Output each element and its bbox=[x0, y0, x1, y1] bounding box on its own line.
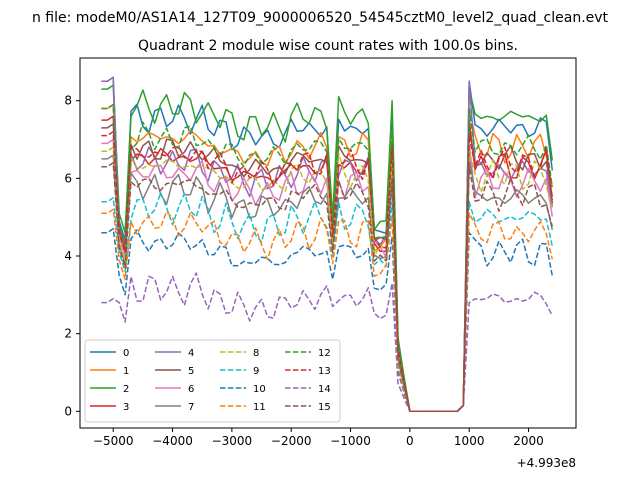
legend-label-3: 3 bbox=[123, 402, 129, 413]
legend-label-4: 4 bbox=[188, 348, 194, 359]
legend-label-10: 10 bbox=[253, 384, 266, 395]
legend-label-13: 13 bbox=[318, 366, 331, 377]
x-tick-label: 2000 bbox=[513, 434, 544, 448]
y-tick-label: 8 bbox=[64, 94, 72, 108]
series-line-2 bbox=[101, 84, 554, 413]
series-line-8 bbox=[101, 146, 554, 413]
plot-frame bbox=[79, 57, 577, 429]
legend-label-9: 9 bbox=[253, 366, 259, 377]
x-tick-label: −4000 bbox=[152, 434, 193, 448]
legend-label-5: 5 bbox=[188, 366, 194, 377]
x-tick-label: −3000 bbox=[212, 434, 253, 448]
x-offset-label: +4.993e8 bbox=[517, 456, 576, 470]
y-tick-label: 2 bbox=[64, 327, 72, 341]
legend-label-6: 6 bbox=[188, 384, 194, 395]
y-axis: 0 2 4 6 8 bbox=[64, 94, 80, 418]
series-line-1 bbox=[101, 103, 554, 413]
x-tick-label: 1000 bbox=[454, 434, 485, 448]
chart-title: Quadrant 2 module wise count rates with … bbox=[138, 38, 518, 54]
plot-lines bbox=[101, 76, 554, 413]
series-line-10 bbox=[101, 228, 554, 413]
series-line-11 bbox=[101, 208, 554, 413]
legend-label-12: 12 bbox=[318, 348, 331, 359]
series-line-6 bbox=[101, 138, 554, 413]
legend-box bbox=[84, 339, 341, 423]
series-line-15 bbox=[101, 162, 554, 413]
legend-label-14: 14 bbox=[318, 384, 331, 395]
legend-label-8: 8 bbox=[253, 348, 259, 359]
legend-label-2: 2 bbox=[123, 384, 129, 395]
x-tick-label: −1000 bbox=[330, 434, 371, 448]
legend-label-11: 11 bbox=[253, 402, 266, 413]
x-tick-label: −5000 bbox=[93, 434, 134, 448]
series-line-13 bbox=[101, 131, 554, 413]
legend-label-1: 1 bbox=[123, 366, 129, 377]
x-axis: −5000 −4000 −3000 −2000 −1000 0 1000 2000 bbox=[93, 428, 544, 448]
series-line-7 bbox=[101, 154, 554, 413]
x-tick-label: 0 bbox=[406, 434, 414, 448]
series-line-14 bbox=[101, 272, 553, 413]
figure-suptitle: n file: modeM0/AS1A14_127T09_9000006520_… bbox=[32, 10, 609, 26]
y-tick-label: 4 bbox=[64, 249, 72, 263]
y-tick-label: 0 bbox=[64, 404, 72, 418]
x-tick-label: −2000 bbox=[271, 434, 312, 448]
series-line-9 bbox=[101, 191, 554, 413]
legend-label-7: 7 bbox=[188, 402, 194, 413]
legend-label-15: 15 bbox=[318, 402, 331, 413]
y-tick-label: 6 bbox=[64, 171, 72, 185]
legend-label-0: 0 bbox=[123, 348, 129, 359]
